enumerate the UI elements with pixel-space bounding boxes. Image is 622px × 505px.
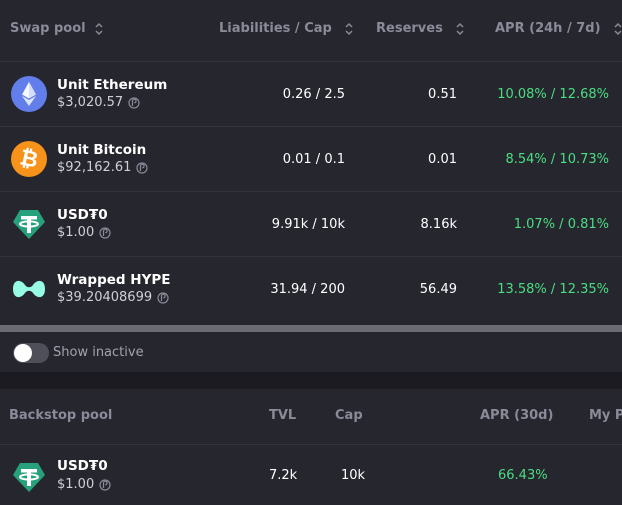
cap-value: 10k [341, 468, 366, 483]
swap-pool-row-usdt0[interactable]: USD₮0 $1.00 9.91k / 10k 8.16k 1.07% / 0.… [0, 191, 622, 256]
liabilities-cap-header[interactable]: Liabilities / Cap [219, 21, 354, 36]
liabilities-cap-header-label: Liabilities / Cap [219, 21, 332, 36]
apr-value: 1.07% / 0.81% [513, 217, 609, 232]
sort-icon [613, 22, 622, 36]
reserves-value: 0.51 [428, 87, 457, 102]
token-price-value: $92,162.61 [57, 160, 132, 175]
swap-pool-header-label: Swap pool [10, 21, 86, 36]
token-name: USD₮0 [57, 207, 108, 223]
backstop-pool-header: Backstop pool [9, 408, 113, 423]
apr-30d-header: APR (30d) [480, 408, 554, 423]
my-position-header: My Po [589, 408, 622, 423]
token-price-value: $1.00 [57, 477, 95, 492]
token-price-value: $39.20408699 [57, 290, 153, 305]
toggle-knob [14, 344, 32, 362]
token-price-value: $1.00 [57, 225, 95, 240]
liabilities-cap-value: 0.01 / 0.1 [282, 152, 345, 167]
ethereum-icon [11, 76, 47, 112]
tether-icon [11, 206, 47, 242]
show-inactive-label: Show inactive [53, 345, 144, 360]
reserves-header-label: Reserves [376, 21, 443, 36]
token-price: $3,020.57 [57, 95, 140, 110]
apr-value: 8.54% / 10.73% [505, 152, 609, 167]
backstop-pool-panel: Backstop pool TVL Cap APR (30d) My Po US… [0, 389, 622, 505]
bitcoin-icon: ₿ [11, 141, 47, 177]
apr-30d-value: 66.43% [498, 468, 548, 483]
apr-value: 13.58% / 12.35% [497, 282, 609, 297]
swap-pool-row-ubtc[interactable]: ₿ Unit Bitcoin $92,162.61 0.01 / 0.1 0.0… [0, 126, 622, 191]
reserves-value: 0.01 [428, 152, 457, 167]
sort-icon [94, 22, 104, 36]
token-price: $1.00 [57, 477, 111, 492]
token-name: Unit Bitcoin [57, 142, 147, 158]
header-divider [0, 444, 622, 445]
token-price-value: $3,020.57 [57, 95, 124, 110]
pyth-oracle-icon [99, 478, 111, 491]
hype-icon [11, 271, 47, 307]
liabilities-cap-value: 0.26 / 2.5 [282, 87, 345, 102]
apr-value: 10.08% / 12.68% [497, 87, 609, 102]
pyth-oracle-icon [136, 161, 149, 174]
sort-icon [344, 22, 354, 36]
pyth-oracle-icon [99, 226, 111, 239]
tether-icon [11, 459, 47, 495]
swap-pool-panel: Swap pool Liabilities / Cap Reserves APR… [0, 0, 622, 372]
token-name: Unit Ethereum [57, 77, 168, 93]
apr-header-label: APR (24h / 7d) [495, 21, 601, 36]
swap-pool-header[interactable]: Swap pool [10, 21, 104, 36]
swap-pool-row-whype[interactable]: Wrapped HYPE $39.20408699 31.94 / 200 56… [0, 256, 622, 321]
token-price: $39.20408699 [57, 290, 169, 305]
liabilities-cap-value: 31.94 / 200 [270, 282, 345, 297]
apr-header[interactable]: APR (24h / 7d) [495, 21, 622, 36]
liabilities-cap-value: 9.91k / 10k [271, 217, 345, 232]
reserves-header[interactable]: Reserves [376, 21, 465, 36]
tvl-header: TVL [269, 408, 297, 423]
cap-header: Cap [335, 408, 363, 423]
token-name: USD₮0 [57, 458, 108, 474]
pyth-oracle-icon [128, 96, 140, 109]
horizontal-scrollbar[interactable] [0, 325, 622, 332]
tvl-value: 7.2k [269, 468, 298, 483]
pyth-oracle-icon [157, 291, 169, 304]
backstop-pool-row-usdt0[interactable]: USD₮0 $1.00 7.2k 10k 66.43% [0, 445, 622, 505]
show-inactive-toggle[interactable] [13, 343, 49, 363]
reserves-value: 8.16k [420, 217, 457, 232]
reserves-value: 56.49 [419, 282, 457, 297]
sort-icon [455, 22, 465, 36]
token-price: $1.00 [57, 225, 111, 240]
swap-pool-row-ueth[interactable]: Unit Ethereum $3,020.57 0.26 / 2.5 0.51 … [0, 61, 622, 126]
token-name: Wrapped HYPE [57, 272, 171, 288]
token-price: $92,162.61 [57, 160, 149, 175]
